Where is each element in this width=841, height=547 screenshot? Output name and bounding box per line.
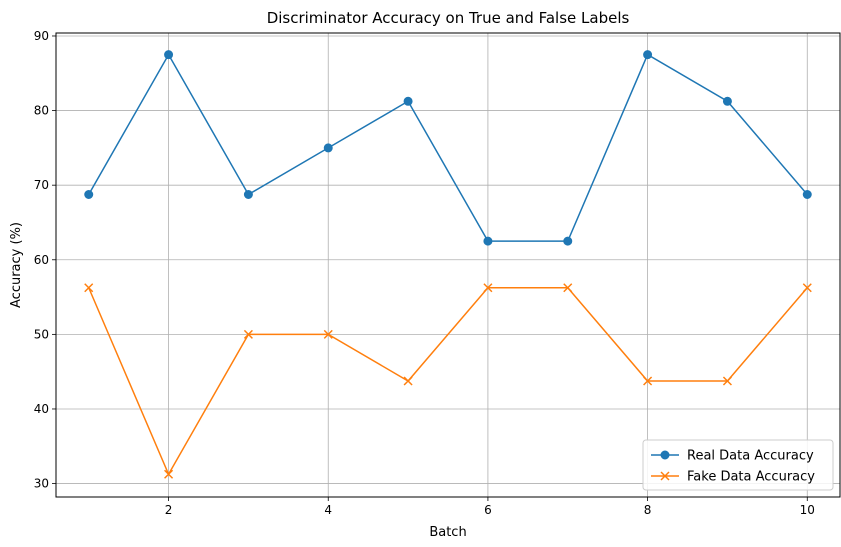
legend-marker-stroke: [660, 471, 670, 481]
data-point: [164, 50, 174, 60]
series-real-data-accuracy: [84, 50, 812, 246]
data-point: [243, 190, 253, 200]
x-axis-label: Batch: [429, 525, 466, 540]
data-point-stroke: [483, 283, 493, 293]
data-point-stroke: [802, 283, 812, 293]
legend-item: Real Data Accuracy: [651, 449, 814, 464]
y-tick-label: 90: [34, 29, 49, 43]
y-tick-label: 50: [34, 327, 49, 341]
legend: Real Data Accuracy Fake Data Accuracy: [642, 439, 834, 491]
y-axis-label: Accuracy (%): [9, 222, 24, 308]
data-point: [323, 329, 333, 339]
y-tick-label: 70: [34, 178, 49, 192]
series-layer: [84, 50, 812, 479]
data-point: [403, 96, 413, 106]
data-point: [483, 283, 493, 293]
data-point-stroke: [243, 329, 253, 339]
data-point: [802, 190, 812, 200]
x-tick-label: 2: [165, 503, 173, 517]
data-point: [243, 329, 253, 339]
series-fake-data-accuracy: [84, 283, 812, 479]
data-point: [563, 283, 573, 293]
data-point-stroke: [643, 376, 653, 386]
x-tick-label: 4: [324, 503, 332, 517]
legend-label: Fake Data Accuracy: [687, 470, 815, 485]
series-line-fake-data-accuracy: [88, 287, 808, 476]
data-point-stroke: [722, 376, 732, 386]
data-point: [722, 376, 732, 386]
data-point: [802, 283, 812, 293]
y-axis-ticks: 30 40 50 60 70 80 90: [34, 29, 56, 491]
data-point: [323, 143, 333, 153]
y-tick-label: 80: [34, 104, 49, 118]
data-point-stroke: [323, 329, 333, 339]
legend-label: Real Data Accuracy: [687, 449, 814, 464]
y-tick-label: 40: [34, 402, 49, 416]
data-point-stroke: [563, 283, 573, 293]
x-tick-label: 8: [644, 503, 652, 517]
x-tick-label: 10: [800, 503, 815, 517]
x-axis-ticks: 2 4 6 8 10: [165, 497, 815, 517]
plot-frame: [55, 32, 841, 498]
data-point-stroke: [84, 283, 94, 293]
data-point: [643, 376, 653, 386]
legend-box: [642, 439, 834, 491]
x-tick-label: 6: [484, 503, 492, 517]
data-point: [643, 50, 653, 60]
data-point: [563, 236, 573, 246]
y-tick-label: 30: [34, 477, 49, 491]
y-tick-label: 60: [34, 253, 49, 267]
data-point: [483, 236, 493, 246]
legend-item: Fake Data Accuracy: [651, 470, 815, 485]
legend-marker: [660, 471, 670, 481]
data-point: [84, 283, 94, 293]
data-point: [164, 469, 174, 479]
data-point-stroke: [403, 376, 413, 386]
grid-lines: [56, 33, 840, 497]
chart-title: Discriminator Accuracy on True and False…: [267, 9, 630, 27]
legend-marker: [660, 450, 670, 460]
data-point: [84, 190, 94, 200]
series-line-real-data-accuracy: [88, 53, 808, 242]
data-point: [403, 376, 413, 386]
data-point-stroke: [164, 469, 174, 479]
data-point: [722, 96, 732, 106]
